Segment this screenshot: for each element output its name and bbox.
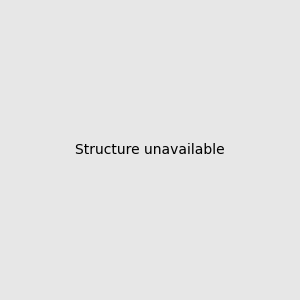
Text: Structure unavailable: Structure unavailable (75, 143, 225, 157)
